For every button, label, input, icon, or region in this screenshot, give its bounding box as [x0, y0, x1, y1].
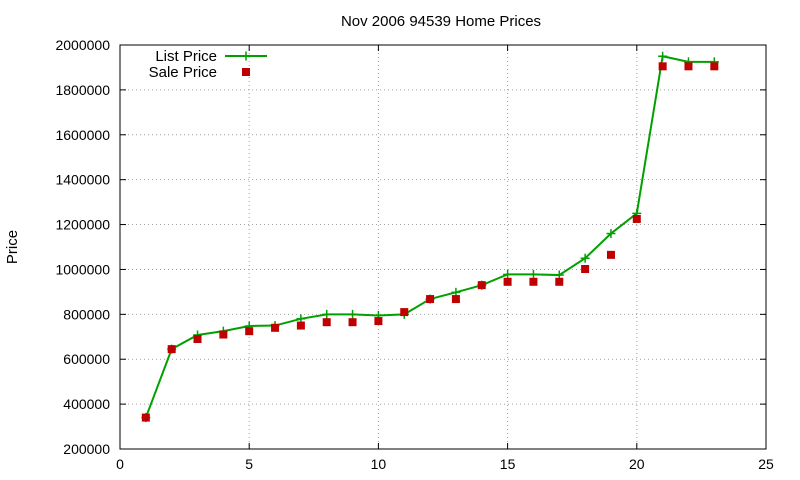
y-axis-label: Price: [4, 230, 21, 264]
sale-price-point: [141, 413, 150, 422]
y-tick-label: 1400000: [55, 172, 110, 188]
y-tick-label: 800000: [63, 306, 110, 322]
list-price-point: [348, 309, 358, 319]
sale-price-point: [245, 327, 254, 336]
sale-price-point: [193, 335, 202, 344]
list-price-line: [144, 55, 715, 418]
y-tick-label: 1800000: [55, 82, 110, 98]
list-price-point: [322, 309, 332, 319]
legend-sample-list-price: [225, 51, 267, 61]
legend-marker-sale-price: [242, 68, 250, 76]
plot-frame: [119, 44, 767, 450]
grid: [120, 45, 766, 449]
sale-price-point: [348, 318, 357, 327]
legend-sample-sale-price: [242, 68, 250, 76]
y-tick-label: 2000000: [55, 37, 110, 53]
y-tick-label: 1000000: [55, 261, 110, 277]
sale-price-point: [529, 277, 538, 286]
sale-price-point: [684, 62, 693, 71]
legend-marker-list-price: [241, 51, 251, 61]
sale-price-point: [555, 277, 564, 286]
y-tick-label: 600000: [63, 351, 110, 367]
sale-price-point: [296, 321, 305, 330]
list-price-point: [606, 229, 616, 239]
sale-price-point: [374, 317, 383, 326]
legend: List Price Sale Price: [149, 48, 267, 81]
axis-ticks: 0 5 10 15 20 25 200000 400000 600000 800000 100000…: [55, 37, 774, 472]
sale-price-point: [606, 250, 615, 259]
legend-label-list-price: List Price: [155, 48, 217, 65]
sale-price-point: [322, 318, 331, 327]
chart-title: Nov 2006 94539 Home Prices: [341, 13, 541, 30]
sale-price-point: [400, 308, 409, 317]
sale-price-point: [581, 264, 590, 273]
sale-price-point: [632, 214, 641, 223]
list-price-point: [658, 51, 668, 61]
legend-label-sale-price: Sale Price: [149, 64, 217, 81]
y-tick-label: 200000: [63, 441, 110, 457]
sale-price-point: [426, 295, 435, 304]
sale-price-point: [271, 323, 280, 332]
x-tick-label: 0: [116, 456, 124, 472]
x-tick-label: 25: [758, 456, 774, 472]
y-tick-label: 1600000: [55, 127, 110, 143]
list-price-point: [528, 269, 538, 279]
y-tick-label: 400000: [63, 396, 110, 412]
sale-price-point: [658, 62, 667, 71]
series: [141, 51, 719, 423]
x-tick-label: 15: [500, 456, 516, 472]
y-tick-label: 1200000: [55, 217, 110, 233]
x-tick-label: 5: [245, 456, 253, 472]
sale-price-point: [451, 295, 460, 304]
sale-price-point: [710, 62, 719, 71]
sale-price-point: [477, 281, 486, 290]
x-tick-label: 20: [629, 456, 645, 472]
sale-price-point: [167, 345, 176, 354]
list-price-point: [503, 269, 513, 279]
sale-price-point: [219, 330, 228, 339]
sale-price-point: [503, 277, 512, 286]
list-price-point: [580, 253, 590, 263]
x-tick-label: 10: [371, 456, 387, 472]
